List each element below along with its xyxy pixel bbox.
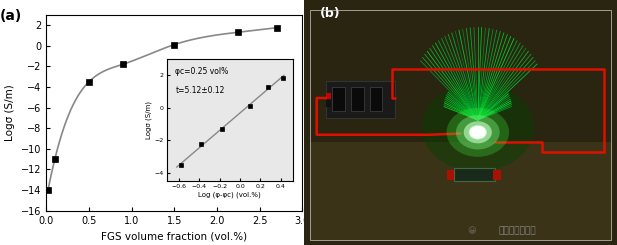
- Text: φᴄ=0.25 vol%: φᴄ=0.25 vol%: [175, 67, 229, 76]
- Bar: [326, 100, 331, 107]
- Text: 材料分析与应用: 材料分析与应用: [498, 226, 536, 235]
- Text: t=5.12±0.12: t=5.12±0.12: [175, 86, 225, 95]
- Bar: [454, 168, 495, 181]
- Text: (a): (a): [0, 9, 22, 23]
- Bar: [370, 87, 383, 111]
- Text: (b): (b): [320, 7, 341, 20]
- Circle shape: [464, 121, 492, 143]
- Circle shape: [421, 83, 534, 172]
- X-axis label: FGS volume fraction (vol.%): FGS volume fraction (vol.%): [101, 231, 247, 241]
- Bar: [326, 93, 331, 99]
- Bar: [310, 142, 611, 240]
- Y-axis label: Logσ (S/m): Logσ (S/m): [145, 101, 152, 139]
- X-axis label: Log (φ-φᴄ) (vol.%): Log (φ-φᴄ) (vol.%): [199, 192, 261, 198]
- Circle shape: [469, 125, 487, 139]
- Bar: [351, 87, 363, 111]
- Bar: [494, 170, 501, 180]
- Circle shape: [447, 108, 509, 157]
- Text: 😀: 😀: [467, 226, 476, 235]
- Y-axis label: Logσ (S/m): Logσ (S/m): [6, 84, 15, 141]
- Circle shape: [456, 115, 500, 149]
- Bar: [447, 170, 454, 180]
- Bar: [333, 87, 345, 111]
- Bar: [326, 81, 395, 118]
